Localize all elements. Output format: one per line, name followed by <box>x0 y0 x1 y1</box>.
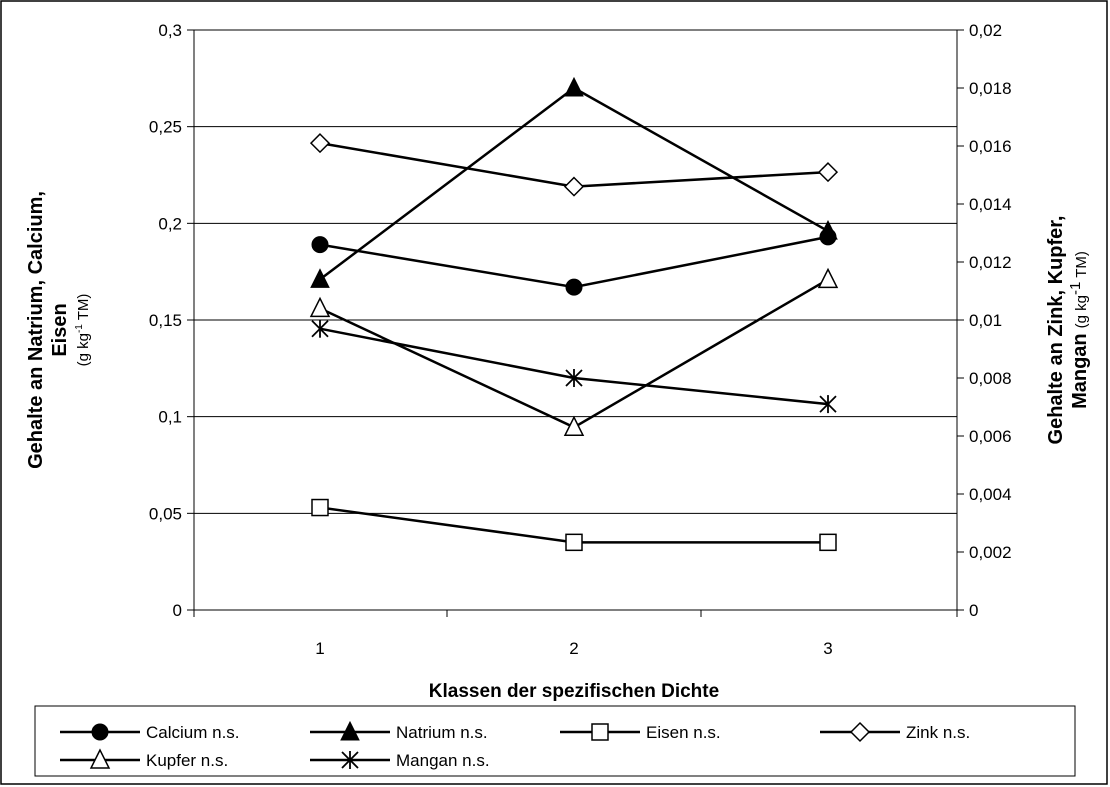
data-point <box>817 162 839 183</box>
tick-labels: 0 0,05 0,1 0,15 0,2 0,25 0,3 0 0,002 0,004 0,006 0,… <box>149 21 1012 658</box>
x-tick-label: 2 <box>569 639 578 658</box>
series-mangan <box>311 319 837 414</box>
data-point <box>310 268 330 288</box>
x-axis-label: Klassen der spezifischen Dichte <box>429 681 719 702</box>
data-point <box>565 533 583 552</box>
legend-label: Calcium n.s. <box>146 723 240 742</box>
data-point <box>817 267 839 289</box>
y-axis-label-right-line2: Mangan(g kg-1 TM) <box>1067 251 1091 409</box>
legend-item: Mangan n.s. <box>310 751 490 770</box>
data-point <box>819 533 837 552</box>
legend-label: Zink n.s. <box>906 723 970 742</box>
legend-marker <box>340 720 360 741</box>
data-point <box>564 76 584 97</box>
right-tick-label: 0,01 <box>969 311 1002 330</box>
right-tick-label: 0,012 <box>969 253 1012 272</box>
data-point <box>311 236 329 254</box>
right-tick-label: 0,006 <box>969 427 1012 446</box>
right-tick-label: 0,002 <box>969 543 1012 562</box>
legend-item: Natrium n.s. <box>310 720 488 742</box>
data-point <box>563 176 585 197</box>
right-tick-label: 0,008 <box>969 369 1012 388</box>
legend-marker <box>341 751 359 769</box>
y-axis-label-right-line1: Gehalte an Zink, Kupfer, <box>1045 216 1067 445</box>
data-point <box>309 296 331 318</box>
data-point <box>563 415 585 437</box>
axes <box>187 29 964 617</box>
legend-item: Kupfer n.s. <box>60 748 228 770</box>
data-point <box>309 133 331 154</box>
y-axis-label-left: Gehalte an Natrium, Calcium, Eisen (g kg… <box>25 191 92 469</box>
y-axis-label-right: Gehalte an Zink, Kupfer, Mangan(g kg-1 T… <box>1045 216 1091 445</box>
legend-label: Kupfer n.s. <box>146 751 228 770</box>
x-tick-label: 3 <box>823 639 832 658</box>
right-tick-label: 0,02 <box>969 21 1002 40</box>
data-point <box>311 498 329 517</box>
left-tick-label: 0 <box>173 601 182 620</box>
x-tick-label: 1 <box>315 639 324 658</box>
legend-marker <box>591 723 609 741</box>
legend-box <box>34 705 1076 777</box>
legend-label: Mangan n.s. <box>396 751 490 770</box>
y-axis-label-left-line1: Gehalte an Natrium, Calcium, <box>25 191 47 469</box>
legend-marker <box>89 748 111 769</box>
series-kupfer <box>309 267 839 437</box>
legend-label: Eisen n.s. <box>646 723 721 742</box>
legend-marker <box>849 721 871 743</box>
left-tick-label: 0,1 <box>158 408 182 427</box>
y-axis-label-left-line2: Eisen <box>49 303 71 356</box>
data-point <box>819 395 837 414</box>
left-tick-label: 0,05 <box>149 504 182 523</box>
left-tick-label: 0,3 <box>158 21 182 40</box>
data-point <box>818 219 838 240</box>
right-tick-label: 0,014 <box>969 195 1012 214</box>
legend: Calcium n.s. Natrium n.s. Eisen n.s. Zink n… <box>60 720 970 770</box>
legend-item: Zink n.s. <box>820 721 970 743</box>
right-tick-label: 0 <box>969 601 978 620</box>
left-tick-label: 0,15 <box>149 311 182 330</box>
series-zink <box>309 133 839 197</box>
right-tick-label: 0,004 <box>969 485 1012 504</box>
right-tick-label: 0,018 <box>969 79 1012 98</box>
series-natrium <box>310 76 838 288</box>
left-tick-label: 0,2 <box>158 214 182 233</box>
left-tick-label: 0,25 <box>149 118 182 137</box>
legend-item: Calcium n.s. <box>60 723 240 742</box>
data-point <box>311 319 329 338</box>
series-eisen <box>311 498 837 552</box>
y-axis-label-left-unit: (g kg-1 TM) <box>74 294 92 367</box>
series-layer <box>309 76 839 552</box>
right-tick-label: 0,016 <box>969 137 1012 156</box>
data-point <box>565 278 583 296</box>
legend-item: Eisen n.s. <box>560 723 721 742</box>
data-point <box>565 369 583 387</box>
legend-marker <box>91 723 109 741</box>
legend-label: Natrium n.s. <box>396 723 488 742</box>
